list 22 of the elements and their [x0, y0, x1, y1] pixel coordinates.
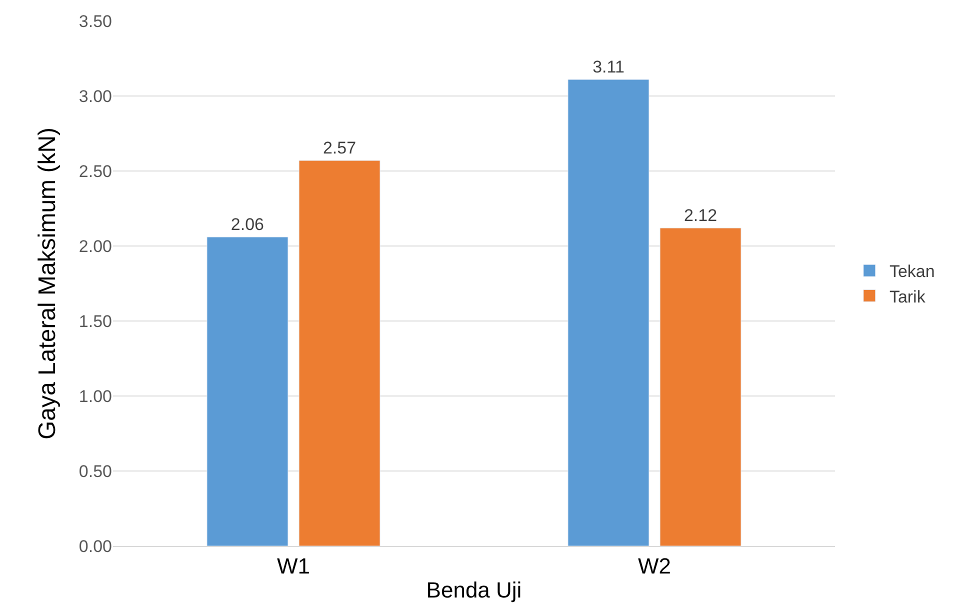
y-tick-label: 1.50 [78, 312, 112, 331]
data-label: 2.57 [322, 138, 356, 158]
y-axis-title: Gaya Lateral Maksimum (kN) [34, 127, 62, 440]
x-tick-label: W1 [277, 553, 310, 578]
bar [660, 228, 742, 546]
y-tick-label: 0.50 [78, 462, 112, 481]
bar [568, 79, 650, 546]
y-tick-label: 3.50 [78, 12, 112, 31]
bar [298, 160, 380, 546]
data-label: 2.12 [684, 206, 718, 225]
legend-label: Tarik [889, 287, 926, 306]
y-tick-label: 1.00 [78, 386, 112, 406]
y-tick-label: 3.00 [78, 86, 112, 106]
bar [206, 236, 288, 546]
data-label: 2.06 [230, 215, 264, 234]
x-tick-label: W2 [638, 553, 671, 578]
y-tick-label: 0.00 [78, 536, 112, 556]
y-tick-label: 2.50 [78, 162, 112, 181]
data-label: 3.11 [592, 58, 624, 76]
legend-label: Tekan [889, 262, 935, 282]
y-tick-label: 2.00 [78, 236, 112, 256]
x-axis-title: Benda Uji [426, 577, 522, 602]
